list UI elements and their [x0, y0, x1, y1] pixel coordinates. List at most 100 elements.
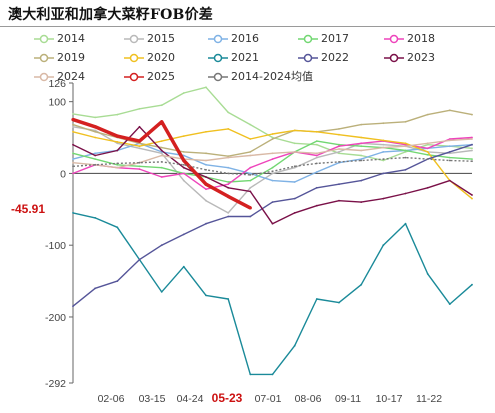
legend-marker-icon — [124, 72, 144, 82]
data-point — [471, 197, 473, 200]
data-point — [71, 118, 75, 122]
legend-label: 2019 — [57, 51, 85, 64]
data-point — [360, 158, 363, 161]
data-point — [471, 194, 473, 196]
legend-item[interactable]: 2024 — [34, 68, 85, 86]
data-point — [271, 166, 274, 169]
data-point — [94, 154, 97, 157]
x-tick-label: 10-17 — [376, 393, 403, 405]
data-point — [271, 222, 274, 225]
data-point — [94, 287, 97, 290]
y-tick-label: -292 — [45, 378, 66, 390]
data-point — [205, 168, 207, 171]
data-point — [182, 158, 186, 163]
data-point — [360, 201, 363, 204]
data-point — [315, 140, 318, 143]
data-point — [182, 92, 185, 94]
data-point — [72, 143, 74, 146]
data-point — [160, 176, 163, 178]
data-point — [338, 152, 340, 155]
y-tick-label: -200 — [45, 312, 66, 324]
data-point — [315, 162, 318, 165]
data-point — [382, 139, 385, 142]
data-point — [249, 151, 252, 153]
legend-item[interactable]: 2014 — [34, 30, 85, 48]
data-point — [382, 122, 385, 125]
title-divider — [0, 26, 495, 27]
data-point — [448, 156, 451, 159]
data-point — [315, 204, 318, 207]
data-point — [227, 186, 230, 189]
data-point — [293, 212, 296, 214]
legend-marker-icon — [124, 53, 144, 63]
data-point — [116, 226, 119, 229]
data-point — [293, 151, 296, 153]
data-point — [205, 176, 207, 178]
data-point — [338, 145, 340, 148]
legend-item[interactable]: 2021 — [208, 49, 259, 67]
y-tick-label: -100 — [45, 240, 66, 252]
legend-item[interactable]: 2018 — [384, 30, 435, 48]
legend-label: 2022 — [321, 51, 349, 64]
data-point — [293, 129, 296, 132]
data-point — [205, 130, 207, 133]
x-tick-label: 05-23 — [212, 391, 243, 405]
legend-item[interactable]: 2022 — [298, 49, 349, 67]
data-point — [249, 166, 252, 169]
data-point — [271, 373, 274, 376]
data-point — [138, 168, 141, 171]
legend-label: 2023 — [407, 51, 435, 64]
data-point — [182, 233, 185, 236]
legend-marker-icon — [384, 34, 404, 44]
data-point — [138, 125, 141, 128]
data-point — [448, 109, 451, 112]
legend-item[interactable]: 2019 — [34, 49, 85, 67]
data-point — [448, 303, 451, 305]
data-point — [116, 162, 119, 165]
legend-label: 2017 — [321, 32, 349, 45]
data-point — [227, 212, 230, 214]
legend-label: 2021 — [231, 51, 259, 64]
legend-label: 2018 — [407, 32, 435, 45]
x-tick-label: 07-01 — [255, 393, 282, 405]
legend-item[interactable]: 2023 — [384, 49, 435, 67]
data-point — [160, 140, 163, 143]
data-point — [182, 172, 185, 175]
data-point — [248, 206, 252, 210]
data-point — [271, 179, 274, 182]
data-point — [249, 138, 252, 140]
legend-marker-icon — [208, 72, 228, 82]
data-point — [338, 151, 340, 153]
data-point — [404, 142, 407, 145]
data-point — [360, 159, 363, 162]
data-point — [271, 172, 274, 175]
legend-item[interactable]: 2014-2024均值 — [208, 68, 313, 86]
data-point — [315, 298, 318, 300]
data-point — [404, 145, 407, 148]
data-point — [404, 120, 407, 123]
data-point — [426, 153, 429, 156]
y-tick-label: 0 — [60, 168, 66, 180]
legend-item[interactable]: 2015 — [124, 30, 175, 48]
legend-item[interactable]: 2017 — [298, 30, 349, 48]
data-point — [426, 151, 429, 153]
legend-item[interactable]: 2025 — [124, 68, 175, 86]
data-point — [315, 130, 318, 133]
data-point — [271, 133, 274, 135]
data-point — [471, 147, 473, 150]
data-point — [205, 152, 207, 155]
current-value-label: -45.91 — [11, 202, 45, 216]
data-point — [404, 149, 407, 152]
legend-item[interactable]: 2016 — [208, 30, 259, 48]
legend-item[interactable]: 2020 — [124, 49, 175, 67]
x-tick-label: 09-11 — [335, 393, 361, 405]
data-point — [94, 136, 97, 139]
data-point — [382, 158, 385, 161]
data-point — [448, 138, 451, 140]
data-point — [360, 149, 363, 152]
data-point — [448, 152, 451, 155]
data-point — [271, 138, 274, 140]
data-point — [338, 148, 340, 150]
data-point — [94, 152, 97, 155]
data-point — [138, 147, 141, 150]
